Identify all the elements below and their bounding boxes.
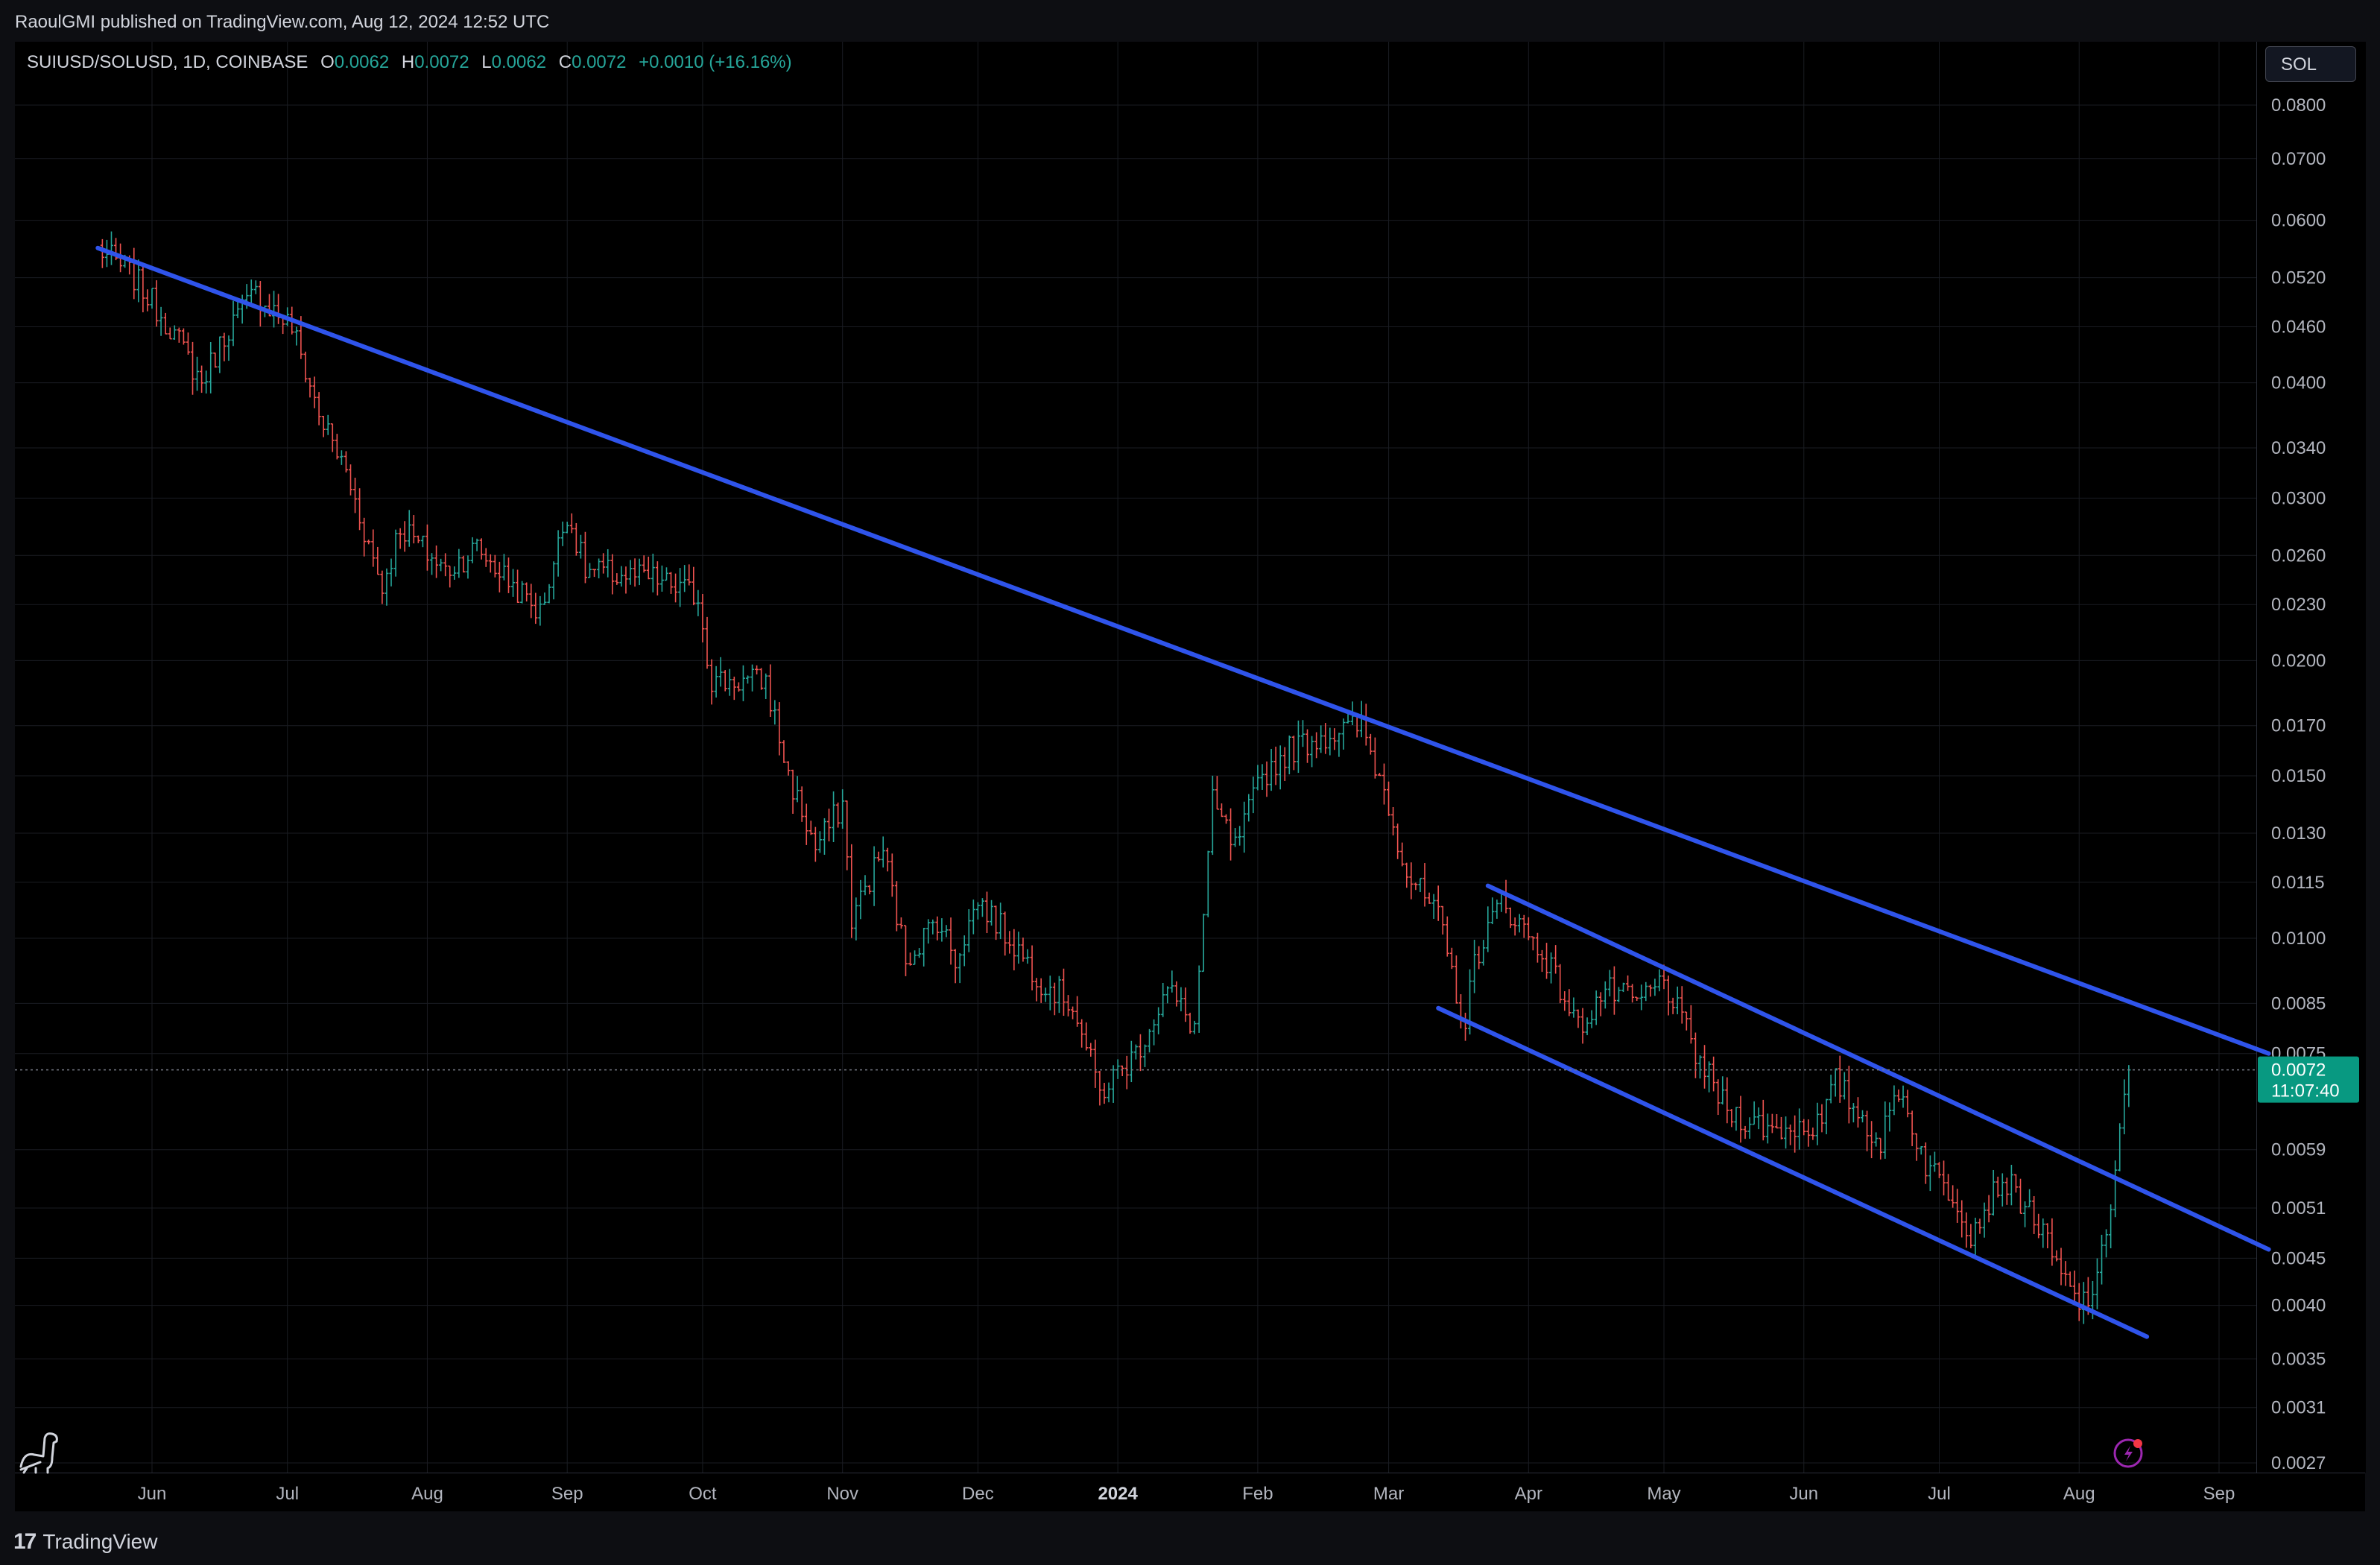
high-label: H: [401, 52, 415, 72]
publish-info: RaoulGMI published on TradingView.com, A…: [15, 12, 550, 32]
change-value: +0.0010 (+16.16%): [639, 52, 792, 72]
price-tick-label: 0.0520: [2271, 268, 2326, 288]
candle-countdown: 11:07:40: [2271, 1081, 2340, 1101]
price-tick-label: 0.0700: [2271, 149, 2326, 169]
chart-pane[interactable]: [15, 42, 2256, 1473]
price-tick-label: 0.0260: [2271, 546, 2326, 566]
price-tick-label: 0.0031: [2271, 1398, 2326, 1418]
open-value: 0.0062: [334, 52, 390, 72]
tradingview-logo-icon: 17: [13, 1529, 37, 1554]
time-tick-label: Jul: [1928, 1484, 1951, 1504]
price-tick-label: 0.0340: [2271, 438, 2326, 458]
quote-currency-button[interactable]: SOL: [2265, 46, 2356, 82]
price-tick-label: 0.0460: [2271, 317, 2326, 338]
price-tick-label: 0.0130: [2271, 823, 2326, 844]
low-value: 0.0062: [491, 52, 547, 72]
time-tick-label: Feb: [1242, 1484, 1273, 1504]
close-value: 0.0072: [572, 52, 627, 72]
price-tick-label: 0.0027: [2271, 1453, 2326, 1473]
price-tick-label: 0.0600: [2271, 211, 2326, 231]
low-label: L: [481, 52, 492, 72]
price-tick-label: 0.0059: [2271, 1140, 2326, 1160]
symbol-info[interactable]: SUIUSD/SOLUSD, 1D, COINBASE: [27, 52, 308, 72]
price-axis[interactable]: [2256, 42, 2366, 1473]
time-axis[interactable]: [15, 1473, 2365, 1512]
time-tick-label: Sep: [551, 1484, 583, 1504]
open-label: O: [320, 52, 335, 72]
time-tick-label: Mar: [1373, 1484, 1404, 1504]
candles-layer: [100, 231, 2131, 1324]
time-tick-label: Aug: [2063, 1484, 2095, 1504]
trendline[interactable]: [1485, 883, 2271, 1252]
chart-grid: [15, 42, 2256, 1473]
price-tick-label: 0.0170: [2271, 716, 2326, 736]
price-tick-label: 0.0085: [2271, 993, 2326, 1014]
time-tick-label: Jul: [276, 1484, 299, 1504]
price-axis-ticks: 0.0800 0.0700 0.0600 0.0520 0.0460 0.0400 0.03…: [2271, 95, 2326, 1473]
brand-name: TradingView: [42, 1530, 158, 1553]
price-tick-label: 0.0115: [2271, 873, 2325, 893]
time-tick-label: Jun: [138, 1484, 167, 1504]
time-tick-label: Aug: [411, 1484, 443, 1504]
price-tick-label: 0.0300: [2271, 488, 2326, 508]
current-price-value: 0.0072: [2271, 1060, 2326, 1081]
price-tick-label: 0.0051: [2271, 1198, 2326, 1218]
price-tick-label: 0.0040: [2271, 1296, 2326, 1316]
price-tick-label: 0.0800: [2271, 95, 2326, 116]
time-tick-label: Sep: [2203, 1484, 2235, 1504]
time-axis-ticks: Jun Jul Aug Sep Oct Nov Dec 2024 Feb Mar Apr May Jun…: [138, 1484, 2235, 1504]
symbol-legend: SUIUSD/SOLUSD, 1D, COINBASE O0.0062 H0.0…: [27, 52, 792, 73]
publish-header: RaoulGMI published on TradingView.com, A…: [0, 0, 2380, 40]
time-tick-label: Oct: [689, 1484, 717, 1504]
time-tick-label: Apr: [1515, 1484, 1542, 1504]
price-tick-label: 0.0400: [2271, 373, 2326, 393]
trendline[interactable]: [1436, 1005, 2150, 1339]
trendlines-layer: [95, 245, 2271, 1339]
trendline[interactable]: [95, 245, 2271, 1056]
time-tick-label: Nov: [826, 1484, 858, 1504]
high-value: 0.0072: [414, 52, 469, 72]
time-tick-label: May: [1647, 1484, 1680, 1504]
price-tick-label: 0.0045: [2271, 1248, 2326, 1268]
close-label: C: [558, 52, 572, 72]
footer-bar: [0, 1511, 2380, 1565]
current-price-tag: [2258, 1056, 2359, 1103]
price-tick-label: 0.0230: [2271, 595, 2326, 615]
time-tick-label: Dec: [962, 1484, 994, 1504]
price-tick-label: 0.0150: [2271, 766, 2326, 786]
price-tick-label: 0.0200: [2271, 651, 2326, 671]
price-tick-label: 0.0035: [2271, 1349, 2326, 1369]
tradingview-logo[interactable]: 17 TradingView: [13, 1529, 157, 1555]
time-tick-label: 2024: [1098, 1484, 1138, 1504]
price-tick-label: 0.0100: [2271, 929, 2326, 949]
time-tick-label: Jun: [1789, 1484, 1818, 1504]
